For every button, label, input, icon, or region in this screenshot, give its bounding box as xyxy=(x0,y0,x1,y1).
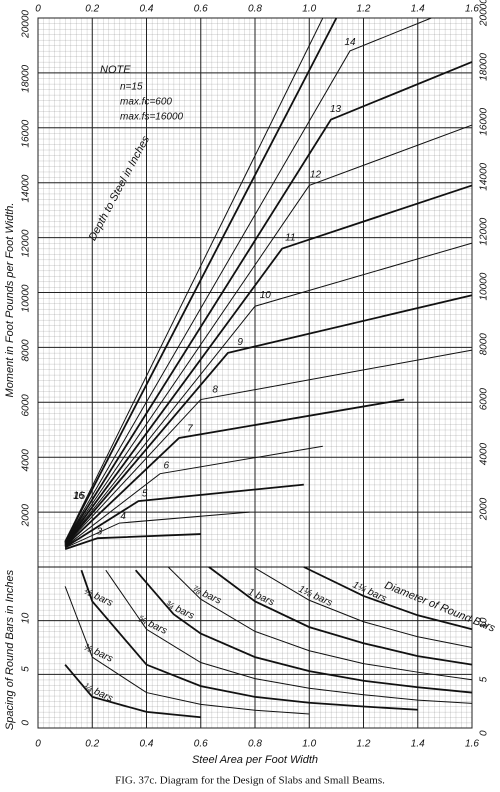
y-tick-label: 0 xyxy=(479,730,490,736)
series-label: 6 xyxy=(163,460,169,471)
x-tick-label: 0.2 xyxy=(85,4,99,15)
y-tick-label: 10000 xyxy=(21,284,32,312)
x-tick-label: 1.0 xyxy=(302,4,316,15)
series-label: 15 xyxy=(74,491,86,502)
series-label: 14 xyxy=(344,37,356,48)
series-line xyxy=(64,124,473,544)
x-tick-label: 0.8 xyxy=(248,4,262,15)
y-tick-label: 20000 xyxy=(21,10,32,39)
series-line xyxy=(134,569,473,694)
y-tick-label: 8000 xyxy=(21,339,32,362)
y-tick-label: 12000 xyxy=(479,217,490,245)
series-line xyxy=(64,17,324,542)
x-tick-label: 0.6 xyxy=(194,4,208,15)
series-label: 13 xyxy=(330,104,342,115)
series-line xyxy=(64,483,304,548)
series-label: 8 xyxy=(212,384,218,395)
series-label: 9 xyxy=(237,337,243,348)
series-line xyxy=(80,569,418,711)
y-tick-label: 14000 xyxy=(21,174,32,202)
y-tick-label: 6000 xyxy=(21,394,32,417)
y-tick-label: 18000 xyxy=(21,64,32,92)
y-tick-label: 14000 xyxy=(479,162,490,190)
note: NOTE xyxy=(100,64,131,76)
note: max.fs=16000 xyxy=(120,112,184,123)
x-tick-label: 1.2 xyxy=(357,4,371,15)
series-label: 12 xyxy=(310,170,322,181)
x-tick-label: 1.4 xyxy=(411,4,425,15)
y-tick-label: 20000 xyxy=(479,0,490,27)
x-tick-label: 1.0 xyxy=(302,739,316,750)
series-line xyxy=(64,586,310,715)
series-label: 11 xyxy=(285,232,295,243)
y-tick-label: 0 xyxy=(21,720,32,726)
series-line xyxy=(64,294,473,546)
series-line xyxy=(254,567,473,648)
series-label: 4 xyxy=(120,511,126,522)
series-label: 7 xyxy=(187,424,193,435)
series-line xyxy=(64,349,473,546)
series-line xyxy=(64,61,473,544)
y-tick-label: 5 xyxy=(479,676,490,682)
y-tick-label: 18000 xyxy=(479,53,490,81)
x-tick-label: 1.4 xyxy=(411,739,425,750)
caption: FIG. 37c. Diagram for the Design of Slab… xyxy=(115,775,385,787)
x-tick-label: 1.2 xyxy=(357,739,371,750)
y-tick-label: 12000 xyxy=(21,229,32,257)
x-tick-label: 0.6 xyxy=(194,739,208,750)
y-axis-label: Moment in Foot Pounds per Foot Width. xyxy=(4,203,16,398)
y-tick-label: 4000 xyxy=(21,449,32,472)
series-line xyxy=(105,569,473,704)
y-tick-label: 10 xyxy=(21,612,32,624)
series-line xyxy=(64,511,250,549)
series-label: 16 xyxy=(73,491,85,502)
y-tick-label: 2000 xyxy=(21,504,32,528)
y-tick-label: 4000 xyxy=(479,443,490,466)
series-line xyxy=(64,17,432,543)
series-line xyxy=(208,566,473,666)
y-tick-label: 5 xyxy=(21,666,32,672)
series-label: 10 xyxy=(260,290,272,301)
series-line xyxy=(64,664,201,719)
series-line xyxy=(64,184,473,545)
series-line xyxy=(64,398,405,547)
x-tick-label: 1.6 xyxy=(465,739,479,750)
y-tick-label: 16000 xyxy=(21,119,32,147)
y-axis-label: Spacing of Round Bars in Inches xyxy=(4,569,16,730)
x-tick-label: 0.4 xyxy=(140,4,154,15)
y-tick-label: 10 xyxy=(479,617,490,629)
x-axis-label: Steel Area per Foot Width xyxy=(192,754,318,766)
x-tick-label: 0.8 xyxy=(248,739,262,750)
series-line xyxy=(64,445,323,548)
y-tick-label: 2000 xyxy=(479,497,490,521)
y-tick-label: 6000 xyxy=(479,388,490,411)
series-line xyxy=(64,17,338,543)
note: n=15 xyxy=(120,82,143,93)
x-tick-label: 0.2 xyxy=(85,739,99,750)
series-line xyxy=(167,566,473,681)
series-line xyxy=(64,533,201,551)
y-tick-label: 8000 xyxy=(479,333,490,356)
series-line xyxy=(303,566,473,631)
x-tick-label: 1.6 xyxy=(465,4,479,15)
y-tick-label: 10000 xyxy=(479,272,490,300)
x-tick-label: 0 xyxy=(35,4,41,15)
series-label: 5 xyxy=(142,489,148,500)
x-tick-label: 0 xyxy=(35,739,41,750)
x-tick-label: 0.4 xyxy=(140,739,154,750)
series-line xyxy=(64,242,473,545)
y-tick-label: 16000 xyxy=(479,108,490,136)
